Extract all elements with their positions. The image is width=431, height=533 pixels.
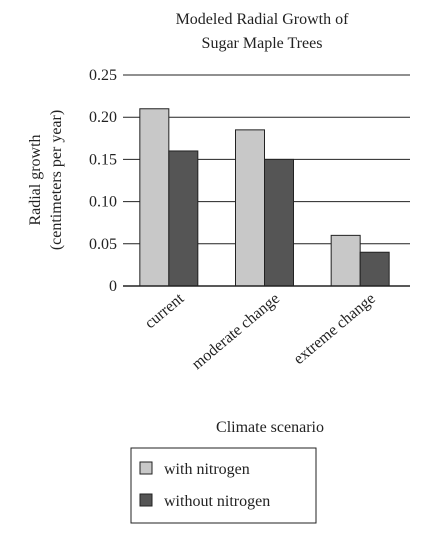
y-tick-label: 0.10	[89, 194, 117, 211]
bar-with-nitrogen-1	[235, 129, 265, 287]
bar-without-nitrogen-0	[168, 150, 199, 287]
y-tick-label: 0.15	[89, 151, 117, 168]
bars	[139, 108, 390, 287]
legend-label-without-nitrogen: without nitrogen	[164, 493, 270, 510]
chart-title-line-1: Modeled Radial Growth of	[176, 11, 350, 28]
x-tick-label: moderate change	[189, 290, 283, 373]
y-tick-labels: 0 0.05 0.10 0.15 0.20 0.25	[89, 67, 117, 295]
legend-swatch-without-nitrogen	[139, 493, 153, 507]
legend-label-with-nitrogen: with nitrogen	[164, 461, 250, 478]
bar-with-nitrogen-2	[330, 234, 361, 287]
legend-swatch-with-nitrogen	[139, 461, 153, 475]
chart-title: Modeled Radial Growth of Sugar Maple Tre…	[176, 11, 350, 52]
y-tick-label: 0.20	[89, 109, 117, 126]
x-axis-title: Climate scenario	[216, 419, 324, 436]
y-tick-label: 0	[109, 278, 117, 295]
y-axis-title: Radial growth (centimeters per year)	[27, 110, 65, 250]
x-tick-label: extreme change	[291, 290, 379, 368]
chart-title-line-2: Sugar Maple Trees	[202, 35, 323, 52]
legend-frame	[130, 447, 317, 524]
x-tick-label: current	[142, 290, 188, 333]
y-axis-title-line-1: Radial growth	[27, 134, 44, 225]
legend: with nitrogen without nitrogen	[130, 447, 317, 524]
y-tick-label: 0.25	[89, 67, 117, 84]
y-tick-label: 0.05	[89, 236, 117, 253]
bar-without-nitrogen-1	[264, 158, 294, 287]
y-axis-title-line-2: (centimeters per year)	[48, 110, 65, 250]
x-tick-labels: current moderate change extreme change	[142, 290, 379, 373]
bar-with-nitrogen-0	[139, 108, 170, 287]
bar-without-nitrogen-2	[359, 251, 390, 287]
